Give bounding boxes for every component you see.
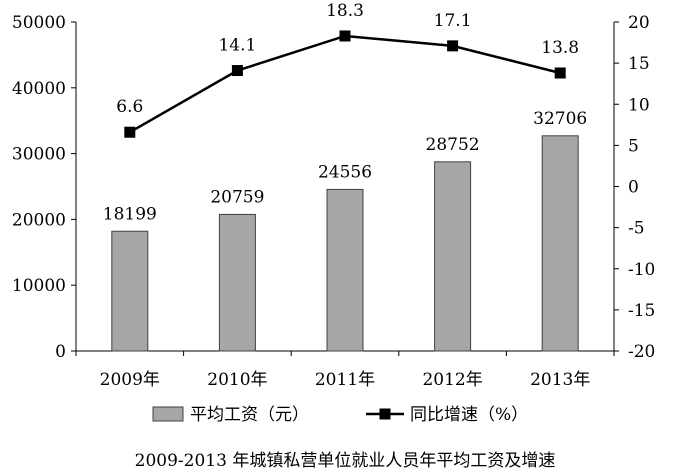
- axes-group: 0 10000 20000 30000 40000 50000 -20 -15 -10 -5 0 5 1…: [12, 13, 655, 390]
- y-left-tick-label: 40000: [12, 79, 66, 99]
- x-tick-label: 2013年: [530, 370, 590, 390]
- y-left-tick-label: 20000: [12, 210, 66, 230]
- chart-caption: 2009-2013 年城镇私营单位就业人员年平均工资及增速: [134, 451, 556, 471]
- y-right-tick-label: 15: [628, 54, 650, 74]
- line-marker: [124, 126, 136, 138]
- line-data-label: 6.6: [116, 97, 143, 117]
- line-marker: [554, 67, 566, 79]
- y-left-tick-label: 50000: [12, 13, 66, 33]
- y-right-tick-label: -10: [628, 260, 655, 280]
- bar: [326, 188, 364, 352]
- y-right-tick-label: 20: [628, 13, 650, 33]
- bar: [434, 161, 472, 352]
- bar: [111, 230, 149, 352]
- y-right-tick-label: -15: [628, 301, 655, 321]
- bars-group: [111, 135, 579, 352]
- line-data-label: 14.1: [218, 36, 256, 56]
- legend-swatch-bar: [152, 406, 184, 422]
- y-right-tick-label: 0: [628, 178, 639, 198]
- bar: [218, 213, 256, 352]
- data-labels-group: 18199 20759 24556 28752 32706 6.6 14.1 18.3 17.1…: [103, 1, 587, 224]
- y-right-tick-label: 10: [628, 95, 650, 115]
- line-marker: [447, 40, 459, 52]
- y-right-tick-label: -5: [628, 219, 645, 239]
- bar-data-label: 28752: [426, 135, 480, 155]
- x-tick-label: 2010年: [207, 370, 267, 390]
- y-left-tick-label: 0: [55, 342, 66, 362]
- legend: 平均工资（元） 同比增速（%）: [152, 405, 528, 425]
- line-data-label: 17.1: [434, 11, 472, 31]
- legend-label-bar: 平均工资（元）: [190, 405, 309, 425]
- line-marker: [339, 30, 351, 42]
- bar-data-label: 24556: [318, 162, 372, 182]
- legend-label-line: 同比增速（%）: [410, 405, 528, 425]
- x-tick-label: 2012年: [422, 370, 482, 390]
- line-marker: [231, 65, 243, 77]
- x-tick-label: 2009年: [100, 370, 160, 390]
- y-left-tick-label: 30000: [12, 145, 66, 165]
- bar-data-label: 18199: [103, 204, 157, 224]
- y-left-tick-label: 10000: [12, 276, 66, 296]
- y-right-tick-label: 5: [628, 136, 639, 156]
- line-series-path: [129, 34, 561, 134]
- legend-swatch-marker: [379, 408, 391, 420]
- y-right-tick-label: -20: [628, 342, 655, 362]
- x-tick-label: 2011年: [315, 370, 375, 390]
- bar: [541, 135, 579, 352]
- bar-data-label: 20759: [210, 187, 264, 207]
- line-series-group: [124, 30, 566, 138]
- bar-data-label: 32706: [533, 109, 587, 129]
- line-data-label: 18.3: [326, 1, 364, 21]
- line-data-label: 13.8: [541, 38, 579, 58]
